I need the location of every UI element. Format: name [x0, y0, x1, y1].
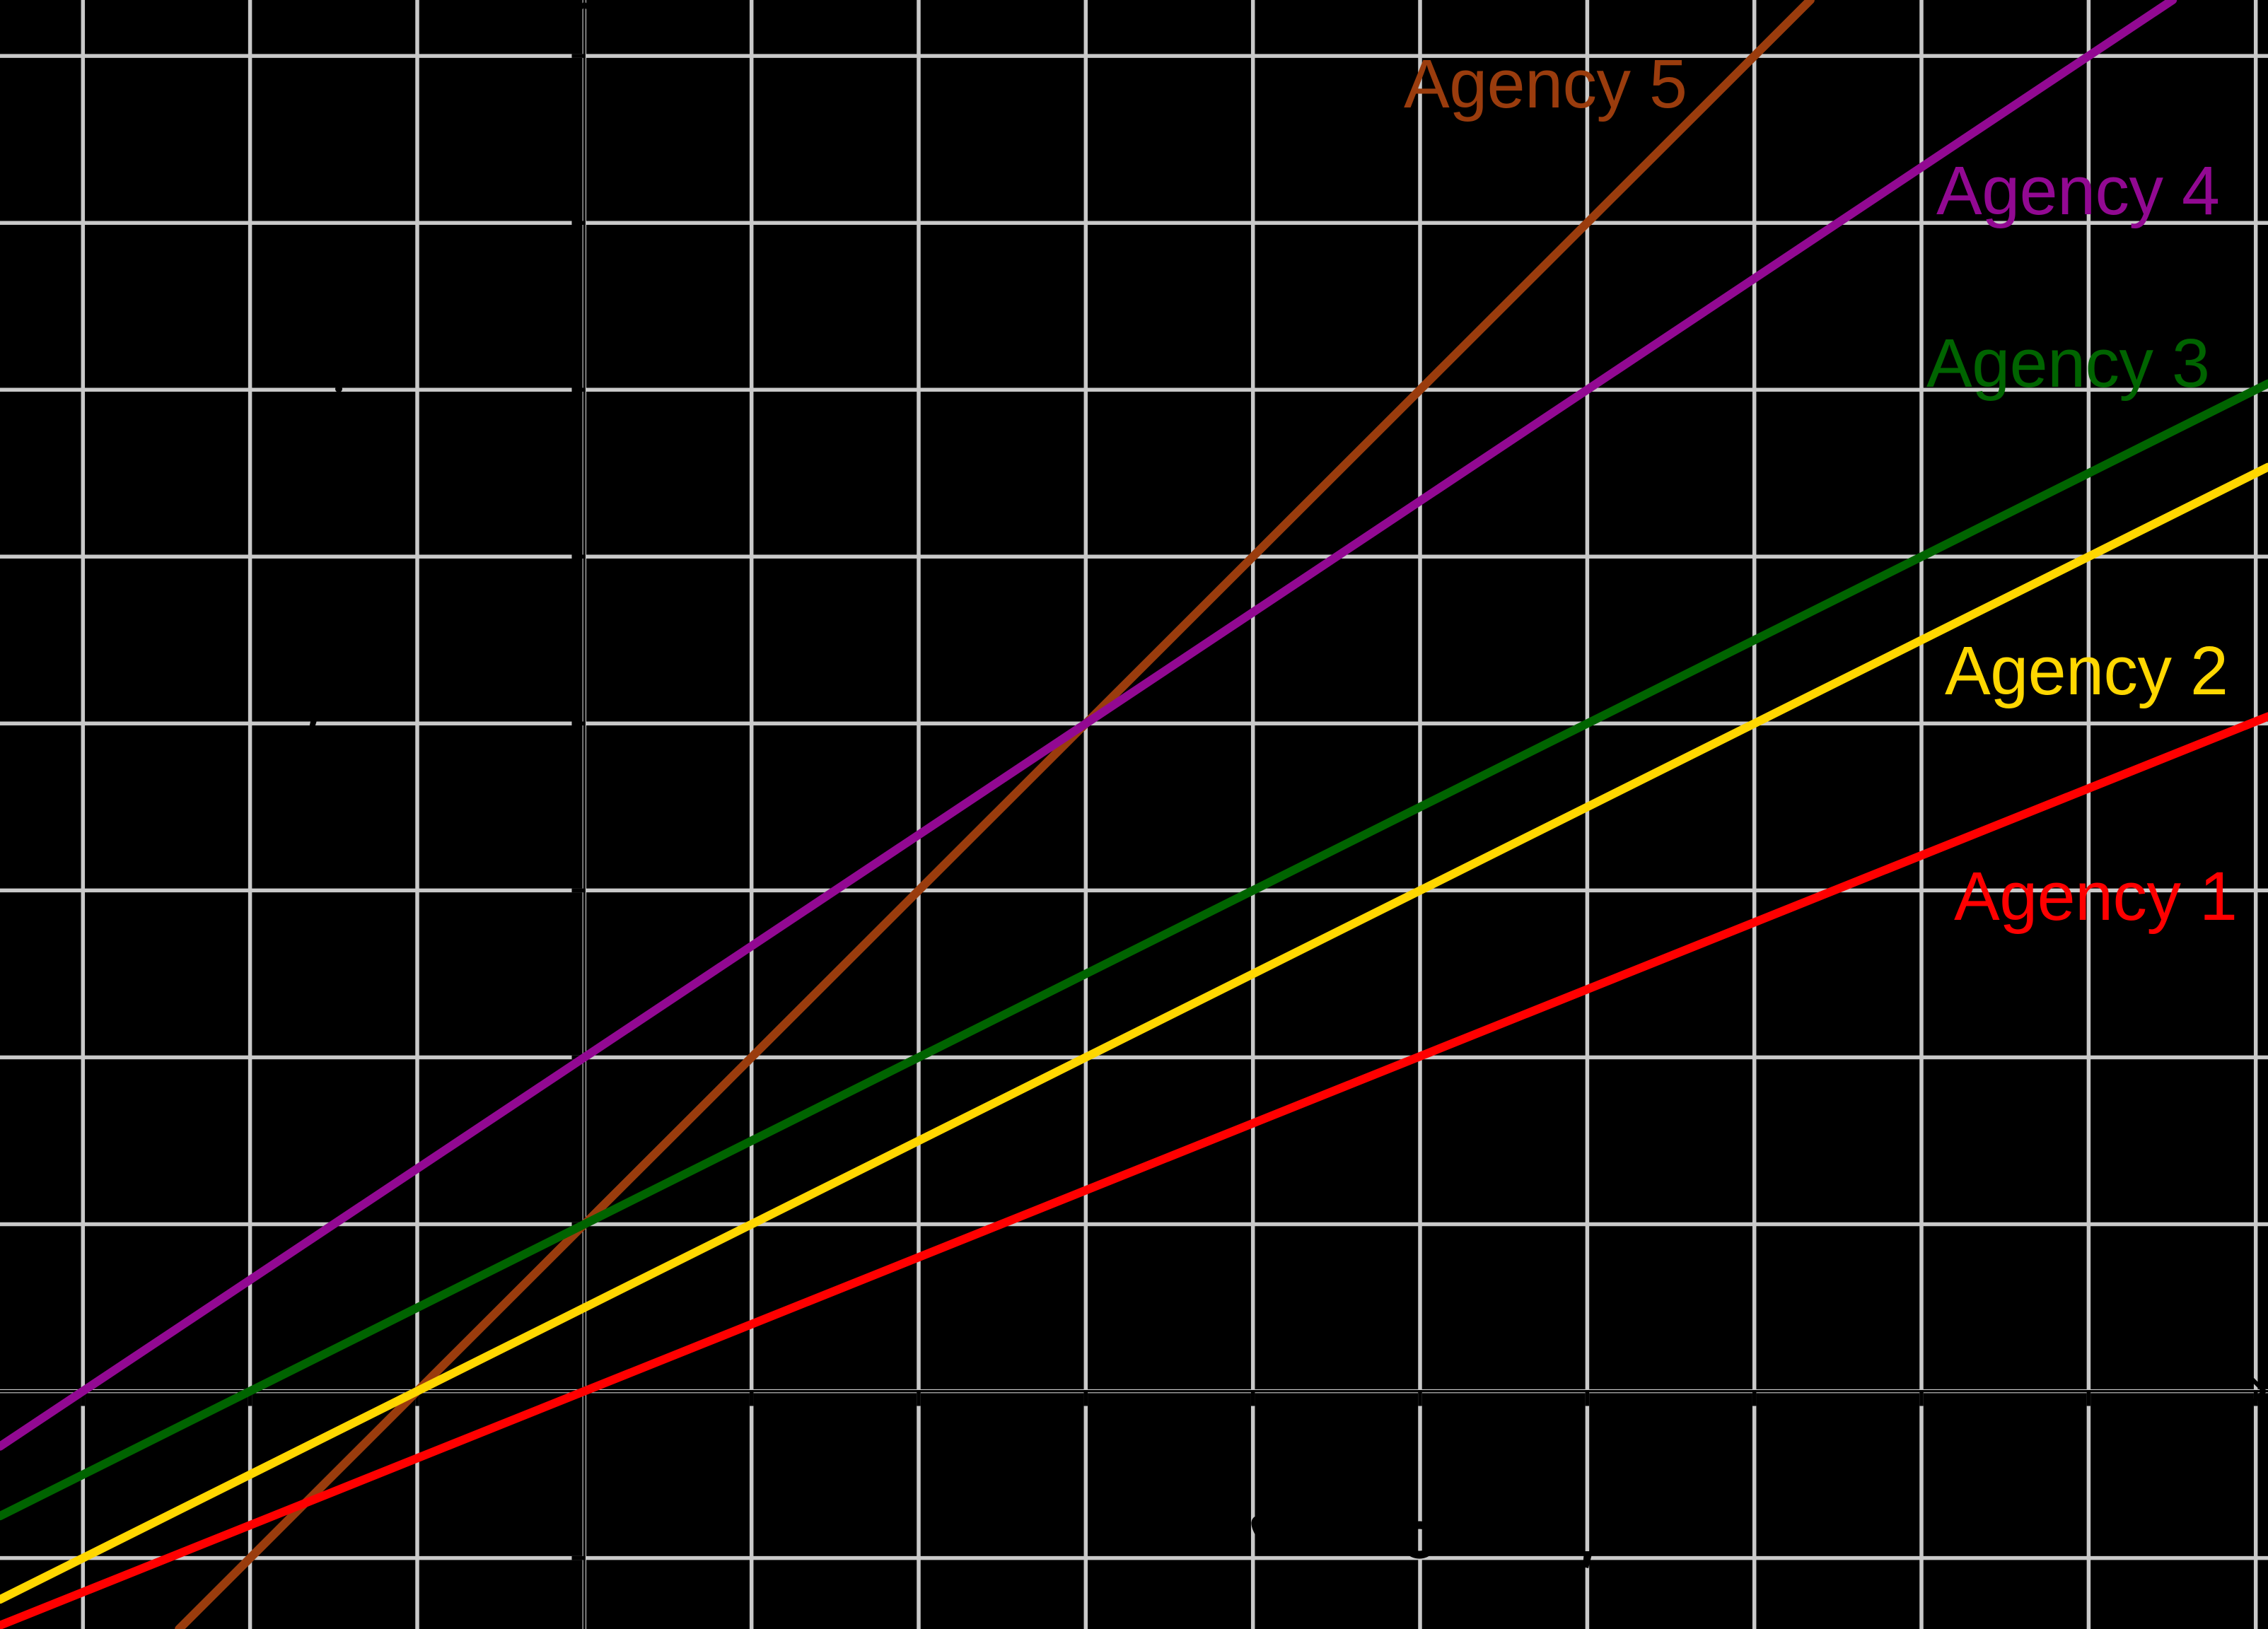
- svg-text:Agency 5: Agency 5: [1404, 45, 1687, 122]
- svg-text:Agency 1: Agency 1: [1954, 858, 2237, 935]
- svg-text:Agency 2: Agency 2: [1945, 632, 2228, 709]
- svg-text:Agency 3: Agency 3: [1926, 325, 2209, 402]
- svg-text:Agency 4: Agency 4: [1936, 152, 2219, 229]
